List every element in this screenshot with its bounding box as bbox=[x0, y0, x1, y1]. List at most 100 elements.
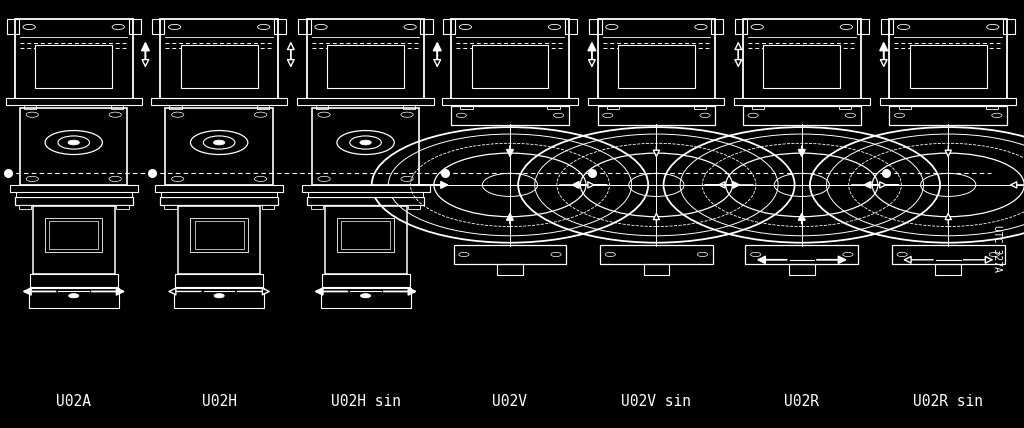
Bar bbox=[598, 19, 715, 105]
Bar bbox=[274, 19, 287, 34]
Bar bbox=[694, 105, 707, 109]
Bar bbox=[618, 45, 694, 88]
Bar bbox=[174, 288, 264, 308]
Bar bbox=[178, 206, 260, 274]
Bar bbox=[45, 217, 102, 252]
Bar bbox=[451, 106, 569, 125]
Bar bbox=[256, 105, 268, 109]
Bar bbox=[5, 98, 141, 105]
Bar bbox=[881, 19, 893, 34]
Bar bbox=[881, 98, 1016, 105]
Bar bbox=[9, 185, 137, 192]
Text: U02V: U02V bbox=[493, 394, 527, 409]
Bar bbox=[164, 205, 177, 209]
Bar bbox=[892, 245, 1005, 264]
Bar bbox=[190, 217, 248, 252]
Bar bbox=[322, 274, 410, 287]
Bar bbox=[743, 106, 860, 125]
Bar bbox=[471, 45, 549, 88]
Bar bbox=[745, 245, 858, 264]
Bar bbox=[889, 106, 1008, 125]
Bar bbox=[461, 105, 473, 109]
Circle shape bbox=[360, 294, 371, 298]
Circle shape bbox=[68, 140, 80, 145]
Bar bbox=[307, 192, 424, 197]
Bar bbox=[262, 205, 274, 209]
Bar bbox=[606, 105, 618, 109]
Bar bbox=[590, 19, 602, 34]
Bar bbox=[19, 108, 127, 185]
Bar bbox=[111, 105, 123, 109]
Bar bbox=[299, 19, 311, 34]
Bar bbox=[129, 19, 141, 34]
Bar bbox=[337, 217, 394, 252]
Bar bbox=[175, 274, 263, 287]
Bar bbox=[325, 206, 407, 274]
Bar bbox=[752, 105, 764, 109]
Bar bbox=[402, 105, 416, 109]
Circle shape bbox=[214, 294, 224, 298]
Bar bbox=[856, 19, 868, 34]
Text: U02R: U02R bbox=[784, 394, 819, 409]
Bar bbox=[498, 264, 522, 275]
Bar bbox=[764, 45, 840, 88]
Bar bbox=[307, 197, 424, 205]
Bar bbox=[33, 206, 115, 274]
Bar bbox=[30, 274, 118, 287]
Bar bbox=[29, 288, 119, 308]
Text: U02A: U02A bbox=[56, 394, 91, 409]
Bar bbox=[600, 245, 713, 264]
Bar bbox=[910, 45, 987, 88]
Bar bbox=[711, 19, 723, 34]
Bar bbox=[117, 205, 129, 209]
Circle shape bbox=[359, 140, 372, 145]
Bar bbox=[311, 205, 324, 209]
Bar bbox=[6, 19, 18, 34]
Bar bbox=[24, 105, 36, 109]
Bar bbox=[408, 205, 420, 209]
Bar bbox=[160, 197, 279, 205]
Bar bbox=[936, 264, 962, 275]
Bar bbox=[49, 221, 98, 249]
Bar bbox=[297, 98, 434, 105]
Bar bbox=[840, 105, 852, 109]
Text: U02R sin: U02R sin bbox=[913, 394, 983, 409]
Bar bbox=[889, 19, 1008, 105]
Bar bbox=[152, 19, 164, 34]
Bar bbox=[588, 98, 725, 105]
Bar bbox=[14, 197, 133, 205]
Bar bbox=[1004, 19, 1016, 34]
Bar bbox=[743, 19, 860, 105]
Bar bbox=[321, 288, 411, 308]
Bar bbox=[301, 185, 430, 192]
Bar bbox=[341, 221, 390, 249]
Bar bbox=[644, 264, 670, 275]
Bar bbox=[328, 45, 403, 88]
Bar bbox=[18, 205, 31, 209]
Text: U02V sin: U02V sin bbox=[622, 394, 691, 409]
Bar bbox=[166, 108, 272, 185]
Bar bbox=[16, 192, 131, 197]
Circle shape bbox=[69, 294, 79, 298]
Bar bbox=[451, 19, 569, 105]
Bar bbox=[420, 19, 432, 34]
Bar bbox=[311, 108, 420, 185]
Bar bbox=[735, 19, 748, 34]
Bar bbox=[162, 192, 276, 197]
Bar bbox=[899, 105, 911, 109]
Bar bbox=[598, 106, 715, 125]
Text: U02H: U02H bbox=[202, 394, 237, 409]
Bar bbox=[454, 245, 566, 264]
Bar bbox=[547, 105, 559, 109]
Bar bbox=[307, 19, 424, 105]
Bar bbox=[152, 98, 287, 105]
Bar bbox=[180, 45, 258, 88]
Bar bbox=[14, 19, 133, 105]
Bar bbox=[442, 19, 455, 34]
Bar bbox=[733, 98, 870, 105]
Bar bbox=[315, 105, 328, 109]
Bar bbox=[442, 98, 578, 105]
Bar bbox=[169, 105, 182, 109]
Bar bbox=[985, 105, 997, 109]
Circle shape bbox=[213, 140, 225, 145]
